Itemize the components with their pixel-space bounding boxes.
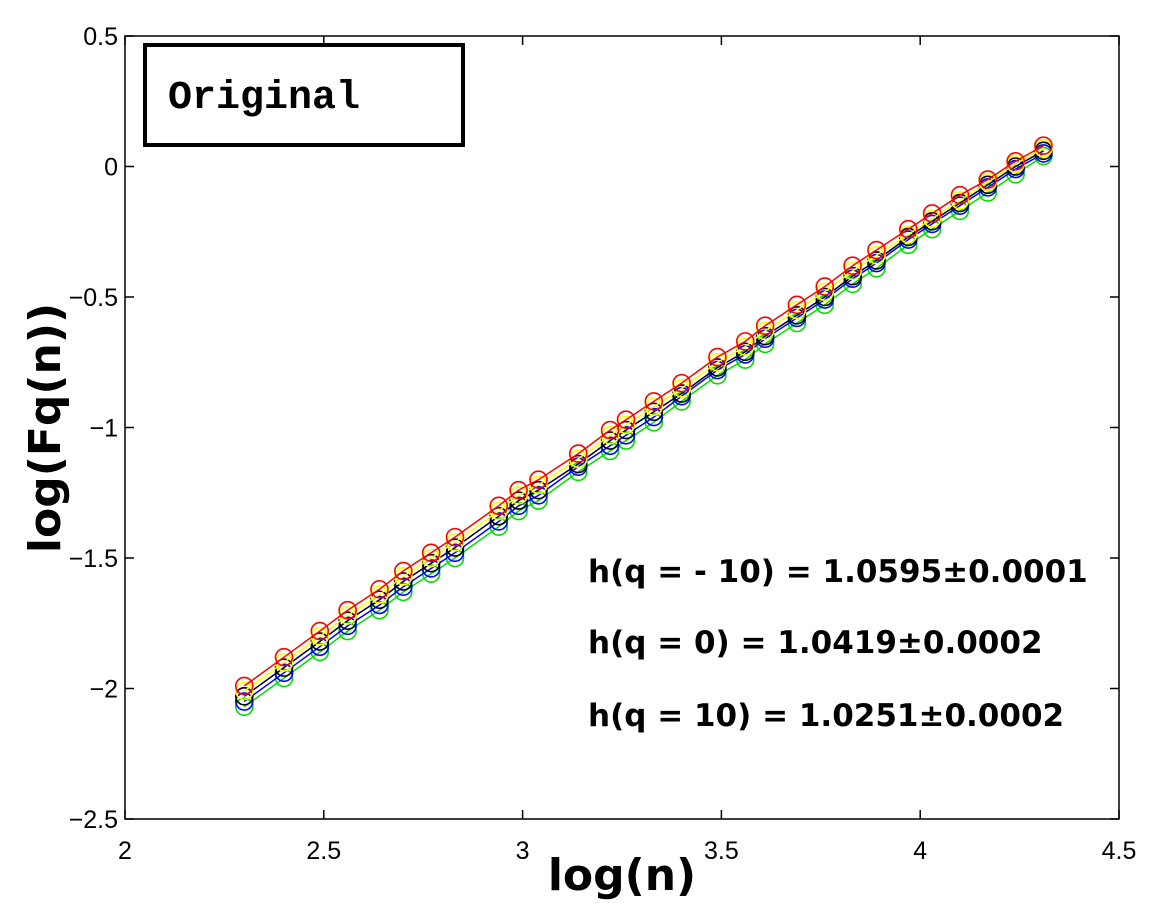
data-point: [509, 496, 528, 516]
data-point: [1006, 151, 1025, 171]
data-point: [843, 266, 862, 286]
data-point: [394, 577, 413, 597]
data-point: [234, 676, 254, 696]
data-point: [600, 426, 620, 445]
data-point: [755, 316, 775, 336]
data-point: [234, 697, 254, 717]
data-point: [529, 470, 548, 490]
x-tick-label: 2: [118, 837, 132, 865]
data-point: [234, 687, 254, 706]
x-tick-label: 3.5: [704, 837, 739, 865]
data-point: [600, 436, 620, 456]
data-point: [1034, 136, 1053, 155]
data-point: [489, 496, 509, 516]
annotation-q-minus-10: h(q = - 10) = 1.0595±0.0001: [588, 554, 1088, 590]
y-tick-label: 0: [104, 154, 118, 182]
data-point: [338, 606, 357, 625]
data-point: [568, 444, 588, 463]
data-point: [867, 240, 886, 260]
annotation-q-10: h(q = 10) = 1.0251±0.0002: [588, 698, 1064, 734]
y-tick-label: −2.5: [69, 806, 118, 834]
x-tick-label: 2.5: [306, 837, 341, 865]
data-point: [509, 486, 528, 505]
data-point: [338, 600, 357, 620]
data-point: [843, 256, 862, 275]
data-point: [234, 692, 254, 711]
data-point: [338, 616, 357, 636]
y-axis-title: log(Fq(n)): [20, 303, 71, 553]
data-point: [616, 410, 636, 429]
data-point: [509, 501, 528, 521]
x-tick-label: 3: [516, 837, 530, 865]
data-point: [950, 185, 970, 205]
y-tick-label: −2: [89, 676, 118, 704]
data-point: [755, 321, 775, 341]
data-point: [421, 543, 441, 563]
data-point: [509, 480, 528, 500]
data-point: [310, 626, 330, 646]
data-point: [394, 572, 413, 591]
y-tick-label: −0.5: [69, 284, 118, 312]
axis-ticks: 2 2.5 3 3.5 4 4.5 0.5 0 −0.5 −1 −1.5 −2 −2.5: [69, 23, 1137, 865]
data-point: [922, 204, 942, 223]
inset-label-text: Original: [168, 76, 360, 121]
data-point: [644, 392, 664, 411]
data-point: [708, 358, 727, 377]
series-0: [234, 136, 1053, 696]
data-point: [310, 621, 330, 641]
data-point: [310, 637, 330, 657]
data-point: [787, 295, 807, 315]
data-point: [394, 561, 413, 581]
x-axis-title: log(n): [548, 850, 696, 901]
data-point: [274, 647, 294, 667]
data-point: [978, 170, 998, 189]
inset-label-box: Original: [143, 43, 465, 147]
data-point: [445, 527, 465, 547]
data-point: [394, 566, 413, 586]
data-point: [338, 621, 357, 641]
data-point: [338, 611, 357, 630]
data-point: [234, 681, 254, 701]
data-point: [600, 420, 620, 440]
data-point: [509, 491, 528, 510]
y-tick-label: −1: [89, 415, 118, 443]
data-point: [708, 347, 727, 367]
data-point: [370, 580, 389, 599]
y-tick-label: −1.5: [69, 545, 118, 573]
series-line: [243, 144, 1044, 687]
data-point: [735, 332, 755, 351]
x-tick-label: 4.5: [1102, 837, 1137, 865]
inset-frame: [143, 43, 465, 147]
data-point: [843, 261, 862, 281]
annotation-q-0: h(q = 0) = 1.0419±0.0002: [588, 625, 1043, 661]
y-tick-label: 0.5: [83, 23, 118, 51]
data-point: [755, 326, 775, 346]
data-point: [815, 277, 835, 296]
data-point: [898, 219, 918, 239]
data-point: [310, 632, 330, 651]
data-point: [600, 431, 620, 450]
data-point: [708, 352, 727, 372]
x-tick-label: 4: [913, 837, 927, 865]
series-layer: [234, 136, 1053, 717]
data-point: [394, 582, 413, 602]
data-point: [672, 373, 691, 393]
